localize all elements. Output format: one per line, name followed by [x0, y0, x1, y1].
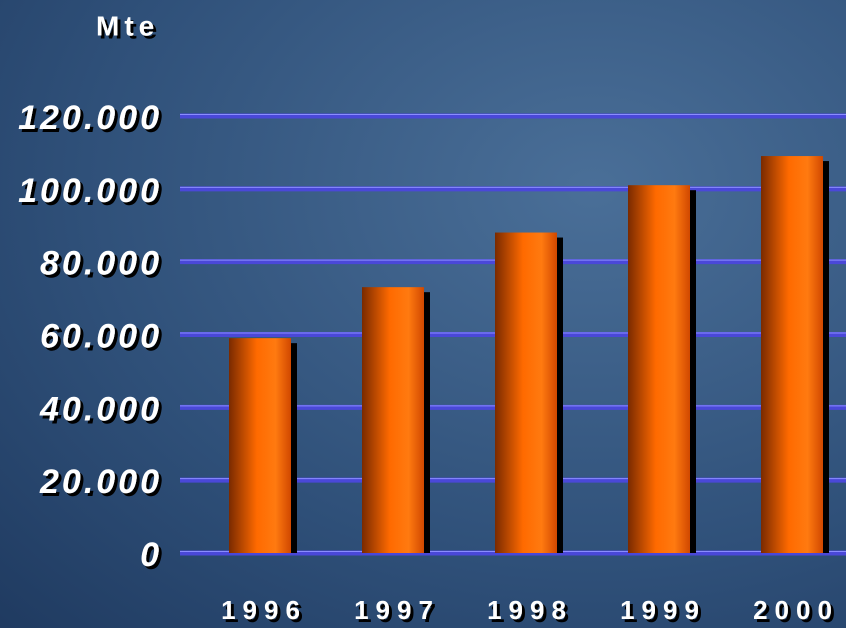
y-tick-label: 40.000: [39, 390, 162, 428]
y-tick-label: 60.000: [40, 317, 162, 355]
bar: [229, 338, 291, 553]
y-tick-label: 100.000: [18, 172, 162, 210]
x-tick-label: 1999: [620, 595, 706, 625]
x-tick-label: 1998: [487, 595, 573, 625]
y-tick-label: 80.000: [40, 245, 162, 283]
y-tick-label: 120.000: [18, 99, 162, 137]
bar: [495, 232, 557, 554]
y-axis-label: Mte: [96, 10, 159, 41]
y-tick-label: 0: [140, 536, 162, 574]
bar: [628, 185, 690, 554]
x-tick-label: 1996: [221, 595, 307, 625]
y-tick-label: 20.000: [39, 463, 162, 501]
x-tick-label: 1997: [354, 595, 440, 625]
x-tick-label: 2000: [753, 595, 839, 625]
bar: [362, 287, 424, 553]
bar: [761, 156, 823, 553]
